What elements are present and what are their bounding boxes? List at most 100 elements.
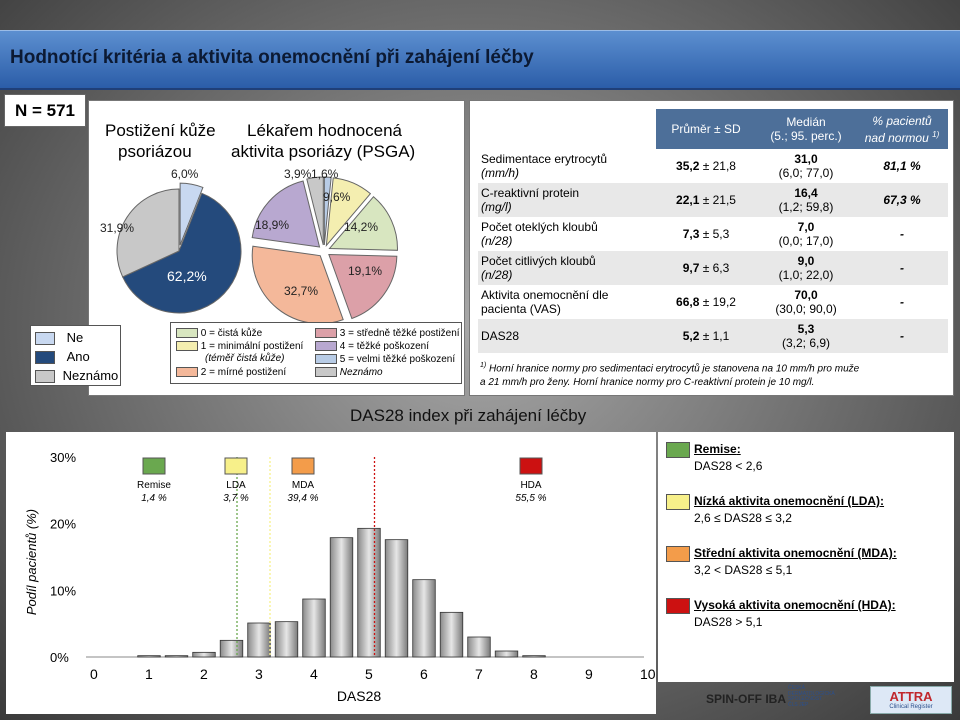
- histogram-bar: [412, 579, 436, 658]
- row-name: C-reaktivní protein (mg/l): [478, 183, 656, 217]
- marker-pct: 55,5 %: [515, 493, 546, 504]
- row-median-value: 31,0: [794, 152, 818, 166]
- row-median: 16,4 (1,2; 59,8): [756, 183, 856, 217]
- marker-pct: 39,4 %: [287, 493, 318, 504]
- row-name-main: C-reaktivní protein: [481, 186, 580, 200]
- histogram-bar: [384, 539, 409, 658]
- footnote-sup: 1): [480, 362, 487, 369]
- row-sd: ± 6,3: [699, 261, 730, 275]
- csds-line2: DERMATOLOGICKÁ: [788, 690, 835, 697]
- legend-swatch: [666, 442, 690, 458]
- legend-item-5: 5 = velmi těžké poškození: [339, 354, 456, 365]
- row-median: 7,0 (0,0; 17,0): [756, 217, 856, 251]
- row-pct: -: [900, 295, 904, 309]
- pie1-slice-ano: [122, 192, 242, 314]
- row-perc: (1,0; 22,0): [778, 268, 834, 282]
- x-tick-label: 8: [530, 666, 538, 682]
- pie-label: 32,7%: [284, 284, 318, 298]
- das28-legend: Remise: DAS28 < 2,6 Nízká aktivita onemocn…: [658, 432, 954, 682]
- row-name-unit: (mm/h): [481, 166, 519, 180]
- pie1-slice-ne: [179, 182, 204, 246]
- stats-table: Průměr ± SD Medián (5.; 95. perc.) % pac…: [478, 109, 948, 353]
- marker-swatch: [224, 457, 248, 475]
- pie-label: 18,9%: [255, 218, 289, 232]
- row-perc: (30,0; 90,0): [775, 302, 837, 316]
- col-header-sup: 1): [932, 129, 940, 139]
- row-perc: (6,0; 77,0): [778, 166, 834, 180]
- pie1-title-line2: psoriázou: [118, 142, 192, 161]
- pie2-slice-4: [251, 180, 321, 248]
- legend-label-ne: Ne: [66, 330, 84, 345]
- histogram-bar: [522, 655, 546, 658]
- pie-panel: Postižení kůže psoriázou Lékařem hodnoce…: [88, 100, 465, 396]
- col-header-median: Medián (5.; 95. perc.): [756, 109, 856, 149]
- spinoff-logo-text: SPIN-OFF IBA: [706, 692, 786, 706]
- x-tick-label: 1: [145, 666, 153, 682]
- legend-desc: DAS28 < 2,6: [694, 459, 763, 473]
- footnote: 1) Horní hranice normy pro sedimentaci e…: [480, 359, 859, 390]
- legend-desc: 3,2 < DAS28 ≤ 5,1: [694, 563, 793, 577]
- row-name-unit: (n/28): [481, 234, 513, 248]
- legend-label-nezname: Neznámo: [62, 368, 119, 383]
- row-median: 70,0 (30,0; 90,0): [756, 285, 856, 319]
- histogram-bar: [219, 639, 244, 658]
- x-tick-label: 9: [585, 666, 593, 682]
- x-tick-label: 3: [255, 666, 263, 682]
- col-header-mean: Průměr ± SD: [656, 109, 756, 149]
- col-header-pct-2: nad normou: [864, 130, 929, 145]
- y-tick-label: 20%: [50, 517, 76, 532]
- pie1-slice-nezname: [116, 188, 180, 278]
- footnote-line1: Horní hranice normy pro sedimentaci eryt…: [489, 363, 860, 375]
- row-median-value: 5,3: [797, 322, 815, 336]
- pie2-slice-3: [328, 253, 398, 320]
- row-pct: -: [856, 251, 948, 285]
- row-name-main: Sedimentace erytrocytů: [481, 152, 608, 166]
- row-pct: -: [900, 227, 904, 241]
- legend-item-1b: (téměř čistá kůže): [205, 353, 285, 364]
- histogram-panel: 30% 20% 10% 0% 0 1 2 3 4 5 6 7 8 9 10 Podíl pacientů (%…: [6, 432, 656, 714]
- pie-label: 9,6%: [323, 190, 351, 204]
- legend-swatch-5: [315, 354, 337, 365]
- pie2: [251, 176, 398, 325]
- legend-item-3: 3 = středně těžké postižení: [339, 328, 460, 339]
- row-mean-value: 22,1: [676, 193, 700, 207]
- legend-item-1: 1 = minimální postižení: [200, 341, 304, 352]
- x-tick-label: 6: [420, 666, 428, 682]
- row-name-main: DAS28: [481, 329, 520, 343]
- legend-title: Vysoká aktivita onemocnění (HDA):: [694, 598, 896, 612]
- row-pct: 67,3 %: [856, 183, 948, 217]
- x-axis-label: DAS28: [337, 688, 382, 704]
- marker-swatch: [519, 457, 543, 475]
- row-mean-value: 9,7: [682, 261, 700, 275]
- legend-title: Nízká aktivita onemocnění (LDA):: [694, 494, 885, 508]
- x-tick-label: 5: [365, 666, 373, 682]
- row-sd: ± 21,5: [699, 193, 736, 207]
- x-tick-label: 10: [640, 666, 656, 682]
- table-row: DAS28 5,2 ± 1,1 5,3 (3,2; 6,9) -: [478, 319, 948, 353]
- pie-labels: 6,0% 62,2% 31,9% 3,9% 1,6% 9,6% 14,2% 19,1% 32,7…: [100, 167, 382, 298]
- legend-swatch-nezname: [35, 370, 55, 384]
- row-mean: 22,1 ± 21,5: [656, 183, 756, 217]
- legend-psga: 0 = čistá kůže 1 = minimální postižení (…: [170, 322, 462, 384]
- legend-label-ano: Ano: [66, 349, 90, 364]
- row-name-unit: (mg/l): [481, 200, 512, 214]
- legend-swatch: [666, 494, 690, 510]
- pie1: [116, 182, 242, 314]
- histogram-bar: [467, 636, 491, 658]
- footnote-line2: a 21 mm/h pro ženy. Horní hranice normy …: [480, 377, 815, 389]
- col-header-median-1: Medián: [786, 115, 826, 129]
- histogram-bar: [274, 621, 299, 658]
- row-perc: (3,2; 6,9): [781, 336, 831, 350]
- legend-swatch-4: [315, 341, 337, 352]
- histogram-bar: [439, 611, 464, 658]
- attra-logo-text: ATTRA: [889, 689, 933, 704]
- x-tick-label: 0: [90, 666, 98, 682]
- histogram-bar: [329, 537, 354, 658]
- y-tick-label: 10%: [50, 583, 76, 598]
- row-median: 9,0 (1,0; 22,0): [756, 251, 856, 285]
- page-title: Hodnotící kritéria a aktivita onemocnění…: [10, 47, 534, 68]
- csds-line1: ČESKÁ: [788, 685, 805, 691]
- x-tick-label: 2: [200, 666, 208, 682]
- marker-pct: 1,4 %: [141, 493, 167, 504]
- stats-table-panel: Průměr ± SD Medián (5.; 95. perc.) % pac…: [469, 100, 954, 396]
